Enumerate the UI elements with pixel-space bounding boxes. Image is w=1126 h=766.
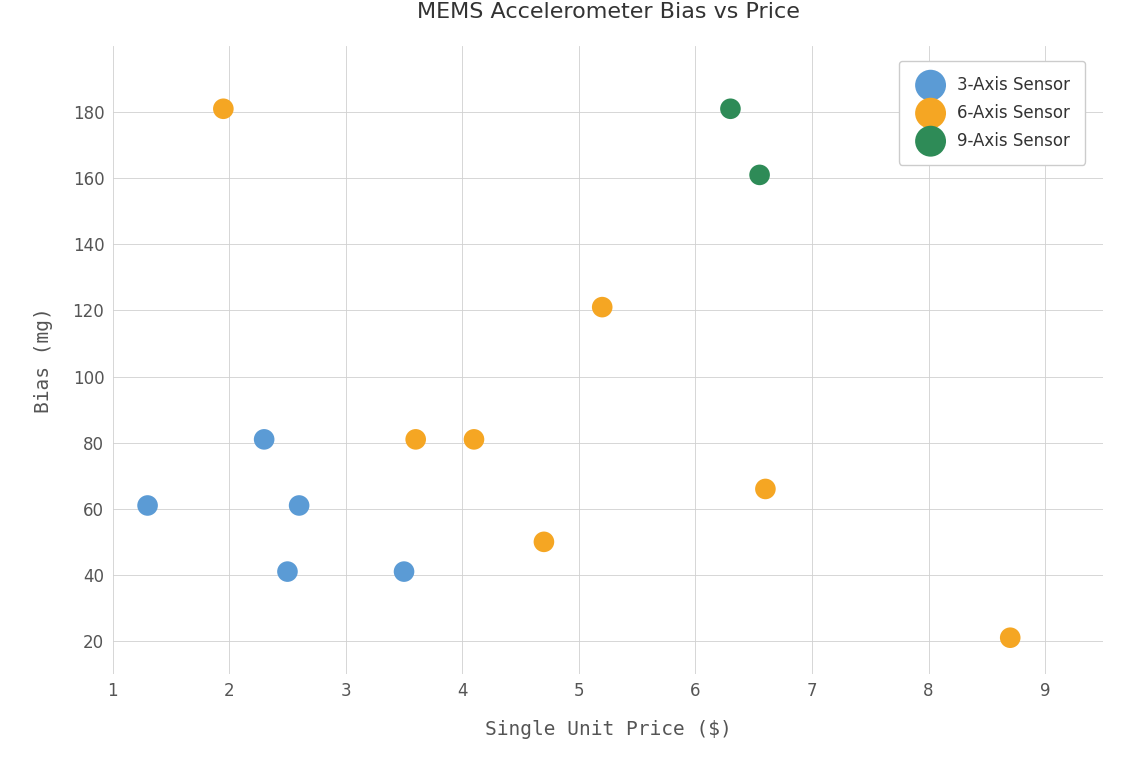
6-Axis Sensor [757,483,775,495]
Title: MEMS Accelerometer Bias vs Price: MEMS Accelerometer Bias vs Price [417,2,799,22]
6-Axis Sensor [406,434,425,446]
3-Axis Sensor [395,565,413,578]
Legend: 3-Axis Sensor, 6-Axis Sensor, 9-Axis Sensor: 3-Axis Sensor, 6-Axis Sensor, 9-Axis Sen… [899,61,1085,165]
6-Axis Sensor [1001,632,1019,644]
X-axis label: Single Unit Price ($): Single Unit Price ($) [484,720,732,739]
9-Axis Sensor [751,169,769,181]
3-Axis Sensor [138,499,157,512]
6-Axis Sensor [535,535,553,548]
Y-axis label: Bias (mg): Bias (mg) [34,307,53,413]
6-Axis Sensor [593,301,611,313]
3-Axis Sensor [278,565,296,578]
9-Axis Sensor [722,103,740,115]
3-Axis Sensor [291,499,309,512]
6-Axis Sensor [214,103,232,115]
3-Axis Sensor [256,434,274,446]
6-Axis Sensor [465,434,483,446]
